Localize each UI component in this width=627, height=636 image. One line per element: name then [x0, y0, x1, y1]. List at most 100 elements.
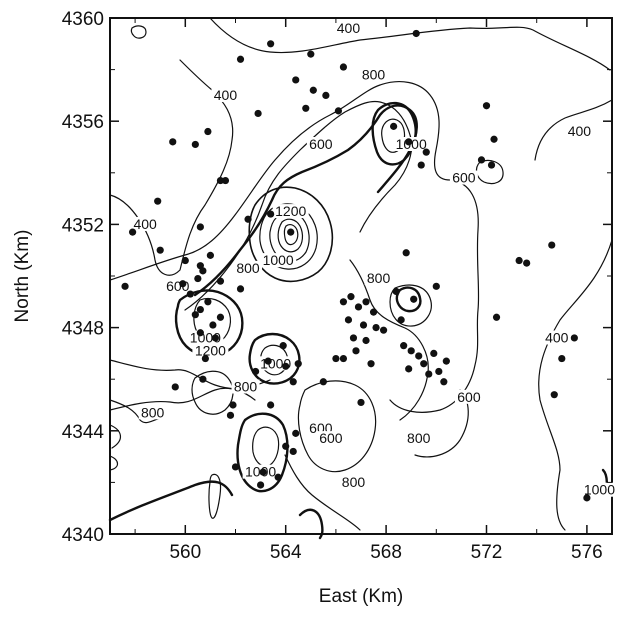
station-point	[289, 378, 297, 386]
station-point	[570, 334, 578, 342]
station-point	[282, 362, 290, 370]
station-point	[194, 274, 202, 283]
x-axis-label: East (Km)	[319, 586, 403, 607]
y-tick-label: 4356	[62, 112, 104, 133]
station-point	[211, 334, 220, 342]
station-point	[231, 463, 240, 471]
contour-800-loop-east	[389, 284, 432, 327]
contour-label-bg	[454, 389, 483, 404]
contour-loop-left-edge	[109, 424, 121, 449]
contour-1000-lower	[108, 480, 234, 522]
contour-label-bg	[334, 20, 363, 35]
x-tick-label: 572	[471, 542, 503, 563]
station-point	[550, 391, 558, 399]
station-point	[339, 354, 348, 363]
contour-1000-center	[248, 186, 334, 283]
station-point	[236, 285, 245, 293]
station-point	[410, 295, 418, 303]
station-point	[186, 290, 194, 298]
contour-label-bg	[449, 170, 478, 185]
station-point	[264, 357, 272, 365]
contour-loop-bottom-small	[208, 473, 222, 519]
contour-label: 600	[309, 136, 333, 152]
contour-label-bg	[234, 260, 263, 275]
station-point	[196, 223, 204, 231]
station-point	[267, 401, 275, 409]
station-point	[251, 367, 260, 376]
contour-label: 600	[166, 278, 190, 294]
contour-label: 400	[133, 216, 157, 232]
contour-label-bg	[211, 87, 240, 102]
station-point	[425, 370, 433, 378]
contour-label: 400	[214, 87, 238, 103]
contour-labels: 4004004004004008006001000600600120010008…	[131, 20, 618, 498]
station-point	[236, 55, 245, 63]
contour-label: 800	[367, 270, 391, 286]
station-point	[254, 109, 262, 118]
station-point	[179, 280, 187, 288]
station-point	[332, 354, 340, 363]
contour-label: 400	[568, 123, 592, 139]
x-tick-label: 560	[169, 542, 201, 563]
station-point	[400, 342, 408, 350]
station-point	[199, 267, 207, 275]
station-point	[442, 357, 450, 365]
contour-label-bg	[306, 137, 335, 151]
station-point	[279, 342, 287, 350]
contour-label-bg	[581, 482, 618, 497]
station-point	[216, 176, 225, 185]
contour-1000-south-peak	[236, 412, 289, 493]
station-point	[191, 140, 199, 149]
station-point	[204, 298, 212, 306]
contour-label: 800	[342, 474, 366, 490]
station-point	[307, 50, 315, 58]
station-point	[221, 176, 230, 185]
station-point	[347, 293, 355, 301]
x-tick-label: 576	[571, 542, 603, 563]
contour-label-bg	[316, 431, 345, 446]
station-point	[128, 228, 137, 236]
station-point	[339, 63, 348, 71]
station-point	[405, 138, 413, 146]
contour-1200-ring4	[283, 224, 299, 246]
contour-label-bg	[404, 431, 433, 446]
contour-400-east2	[534, 99, 613, 161]
contour-label: 1200	[275, 203, 306, 219]
contour-label: 800	[234, 379, 258, 395]
station-point	[548, 241, 556, 249]
station-point	[415, 352, 423, 360]
station-point	[407, 347, 415, 355]
station-point	[435, 367, 443, 376]
station-point	[156, 246, 164, 254]
contour-label-bg	[339, 474, 368, 489]
contour-label: 800	[362, 66, 386, 82]
station-point	[209, 321, 217, 329]
station-point	[359, 321, 368, 329]
x-tick-label: 568	[370, 542, 402, 563]
station-point	[412, 29, 420, 38]
contour-800-sw	[191, 370, 234, 415]
contour-400-sw	[109, 399, 161, 424]
station-point	[402, 249, 410, 257]
station-point	[477, 156, 486, 164]
contour-label: 800	[407, 430, 431, 446]
station-point	[216, 313, 225, 321]
contour-label: 800	[141, 404, 165, 420]
contour-loop-left-edge2	[109, 455, 119, 471]
station-point	[369, 308, 378, 316]
station-point	[523, 259, 531, 267]
station-point	[339, 298, 348, 306]
station-point	[349, 334, 358, 342]
contour-label: 800	[236, 260, 260, 276]
station-point	[199, 375, 207, 383]
station-point	[344, 316, 353, 324]
station-point	[121, 282, 129, 290]
station-point	[440, 378, 448, 386]
station-point	[334, 107, 343, 115]
y-tick-label: 4348	[62, 319, 104, 340]
station-point	[432, 282, 440, 290]
station-point	[490, 135, 498, 143]
contour-label-bg	[192, 343, 229, 358]
contour-1000-bottom	[298, 508, 324, 540]
station-point	[583, 494, 591, 502]
